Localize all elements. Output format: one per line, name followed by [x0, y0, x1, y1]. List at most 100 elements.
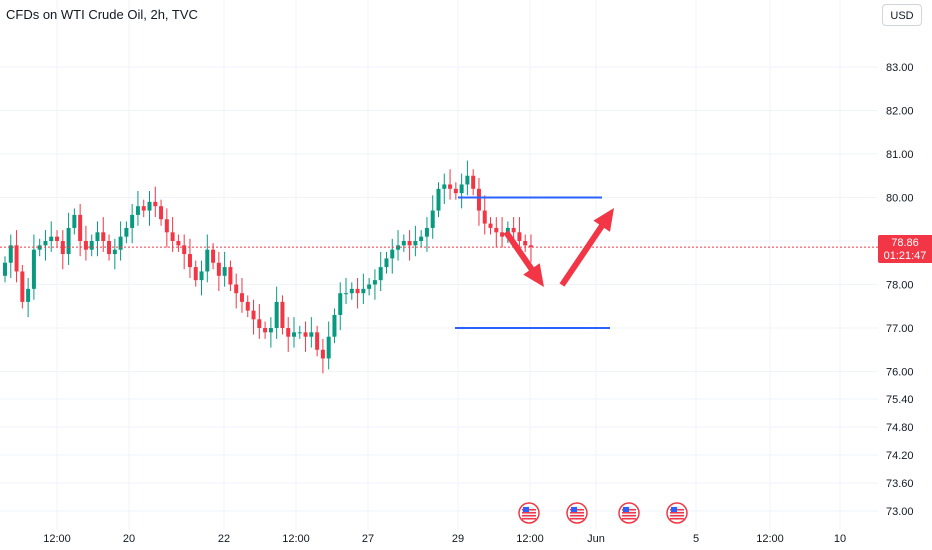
candle: [407, 230, 412, 261]
time-tick-label: 12:00: [43, 533, 71, 545]
candle: [199, 260, 204, 296]
candle: [141, 199, 146, 218]
candle: [488, 217, 493, 235]
candle: [442, 173, 447, 205]
time-tick-label: 27: [362, 533, 374, 545]
candle: [187, 238, 192, 278]
us-flag-icon[interactable]: [618, 502, 640, 524]
candle: [378, 251, 383, 292]
candle: [78, 204, 83, 257]
candle: [390, 238, 395, 274]
price-tick-label: 80.00: [886, 193, 914, 205]
candle: [124, 221, 129, 244]
candle: [43, 230, 48, 261]
candle: [55, 230, 60, 248]
us-flag-icon[interactable]: [518, 502, 540, 524]
candle: [517, 217, 522, 252]
bar-countdown: 01:21:47: [883, 250, 927, 262]
price-tick-label: 76.00: [886, 367, 914, 379]
candle: [459, 173, 464, 209]
candle: [344, 277, 349, 305]
price-tick-label: 75.40: [886, 394, 914, 406]
candle: [3, 256, 7, 283]
chart-grid: [0, 0, 878, 530]
horizontal-lines[interactable]: [455, 196, 610, 329]
time-tick-label: 12:00: [756, 533, 784, 545]
candle: [372, 269, 377, 300]
candle: [471, 169, 476, 196]
candle: [297, 325, 302, 339]
candle: [465, 160, 470, 196]
last-price-label: 78.86 01:21:47: [878, 235, 932, 263]
candle: [303, 321, 308, 352]
candle: [193, 260, 198, 287]
candle: [234, 273, 239, 309]
candle: [95, 221, 100, 257]
candle: [419, 230, 424, 248]
candle: [430, 195, 435, 239]
candle: [239, 277, 244, 313]
time-tick-label: 12:00: [516, 533, 544, 545]
candle: [292, 317, 296, 348]
candle: [448, 169, 453, 200]
candle: [523, 234, 528, 252]
candle: [413, 225, 418, 257]
down-arrow[interactable]: [503, 230, 544, 287]
time-tick-label: 20: [123, 533, 135, 545]
price-tick-label: 74.20: [886, 450, 914, 462]
candle: [320, 338, 325, 374]
time-axis[interactable]: 12:00 20 22 12:00 27 29 12:00 Jun 5 12:00 10: [43, 533, 846, 545]
candle: [222, 251, 227, 287]
candle: [159, 199, 164, 226]
candle: [130, 204, 135, 244]
event-markers[interactable]: [518, 502, 688, 524]
candle: [216, 251, 221, 292]
forecast-arrows[interactable]: [503, 208, 614, 287]
candle: [494, 217, 499, 248]
currency-button[interactable]: USD: [882, 4, 922, 26]
candle: [228, 260, 233, 292]
candle: [89, 234, 94, 257]
candle: [60, 230, 65, 270]
candle: [251, 299, 256, 335]
candle: [205, 234, 210, 283]
candle: [164, 208, 169, 248]
price-tick-label: 74.80: [886, 422, 914, 434]
candle: [31, 234, 36, 300]
candle: [268, 317, 273, 348]
candle: [401, 234, 406, 252]
candle: [153, 186, 158, 218]
candle: [8, 234, 13, 278]
candle: [257, 304, 262, 339]
time-tick-label: 29: [452, 533, 464, 545]
candle: [135, 190, 140, 226]
candle: [332, 308, 337, 344]
time-tick-label: 22: [218, 533, 230, 545]
time-tick-label: 10: [834, 533, 846, 545]
candle: [176, 234, 181, 252]
candle: [118, 221, 123, 261]
price-tick-label: 77.00: [886, 323, 914, 335]
candle: [361, 273, 366, 305]
candle: [72, 208, 77, 235]
up-arrow[interactable]: [559, 208, 614, 287]
candle: [170, 217, 175, 252]
candle: [112, 238, 117, 270]
time-tick-label: 5: [693, 533, 699, 545]
candle: [338, 282, 343, 331]
candle: [476, 177, 481, 226]
candle: [453, 182, 458, 200]
candle: [355, 277, 360, 309]
candle: [49, 221, 54, 252]
us-flag-icon[interactable]: [666, 502, 688, 524]
candle: [83, 225, 88, 261]
candle: [396, 230, 401, 261]
us-flag-icon[interactable]: [566, 502, 588, 524]
candle: [274, 286, 279, 339]
candle: [20, 264, 25, 309]
candle: [424, 217, 429, 252]
candlestick-series: [3, 160, 533, 374]
candle: [436, 182, 441, 218]
price-axis[interactable]: 83.0082.0081.0080.0079.0078.0077.0076.00…: [886, 62, 914, 518]
